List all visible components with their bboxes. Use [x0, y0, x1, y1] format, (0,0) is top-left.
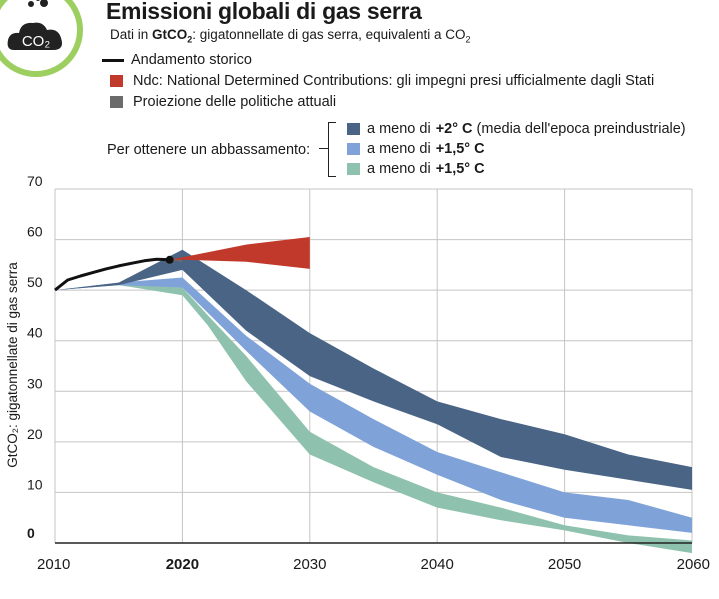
- bracket-tick: [319, 148, 328, 149]
- x-tick-label: 2040: [421, 556, 454, 573]
- y-tick-label: 50: [27, 274, 43, 290]
- legend-scenario-2c: a meno di +2° C (media dell'epoca preindus…: [347, 121, 686, 137]
- y-tick-label: 60: [27, 224, 43, 240]
- historical-layer: [54, 255, 174, 292]
- y-tick-label: 20: [27, 426, 43, 442]
- scenario-group-label: Per ottenere un abbassamento:: [107, 142, 311, 158]
- historical-endpoint: [165, 255, 174, 264]
- ndc-swatch: [110, 75, 123, 87]
- x-tick-label: 2050: [548, 556, 581, 573]
- x-tick-label: 2030: [293, 556, 326, 573]
- band-ndc: [169, 237, 310, 269]
- grid: [54, 188, 693, 543]
- scenario-15c-b-swatch: [347, 163, 360, 175]
- x-tick-label: 2060: [677, 556, 710, 573]
- x-tick-label: 2020: [166, 556, 199, 573]
- legend-ndc: Ndc: National Determined Contributions: …: [110, 73, 654, 89]
- scenario-bands: [55, 237, 692, 554]
- y-tick-label: 30: [27, 375, 43, 391]
- legend-historical-label: Andamento storico: [131, 52, 252, 68]
- band-scenario-15c-a: [55, 277, 692, 533]
- chart-subtitle: Dati in GtCO2: gigatonnellate di gas ser…: [110, 27, 471, 45]
- y-tick-label: 10: [27, 476, 43, 492]
- legend-scenario-15c-a: a meno di +1,5° C: [347, 141, 489, 157]
- current-policies-swatch: [110, 96, 123, 108]
- legend-historical: Andamento storico: [102, 52, 252, 68]
- scenario-15c-a-swatch: [347, 143, 360, 155]
- co2-icon-label: CO₂: [22, 33, 51, 50]
- x-tick-label: 2010: [37, 556, 70, 573]
- y-tick-label: 0: [27, 525, 35, 541]
- y-tick-label: 70: [27, 173, 43, 189]
- scenario-bracket: [328, 122, 336, 177]
- y-axis-label: GtCO₂: gigatonnellate di gas serra: [5, 262, 20, 468]
- legend-scenario-15c-b: a meno di +1,5° C: [347, 161, 489, 177]
- historical-line-swatch: [102, 58, 124, 62]
- historical-line: [54, 257, 170, 292]
- co2-cloud-icon: CO₂: [0, 0, 83, 77]
- legend-current-label: Proiezione delle politiche attuali: [133, 94, 337, 110]
- legend-ndc-label: Ndc: National Determined Contributions: …: [133, 73, 655, 89]
- chart-title: Emissioni globali di gas serra: [106, 0, 422, 24]
- scenario-2c-swatch: [347, 123, 360, 135]
- y-tick-label: 40: [27, 325, 43, 341]
- legend-current: Proiezione delle politiche attuali: [110, 94, 336, 110]
- band-scenario-2c: [55, 249, 692, 490]
